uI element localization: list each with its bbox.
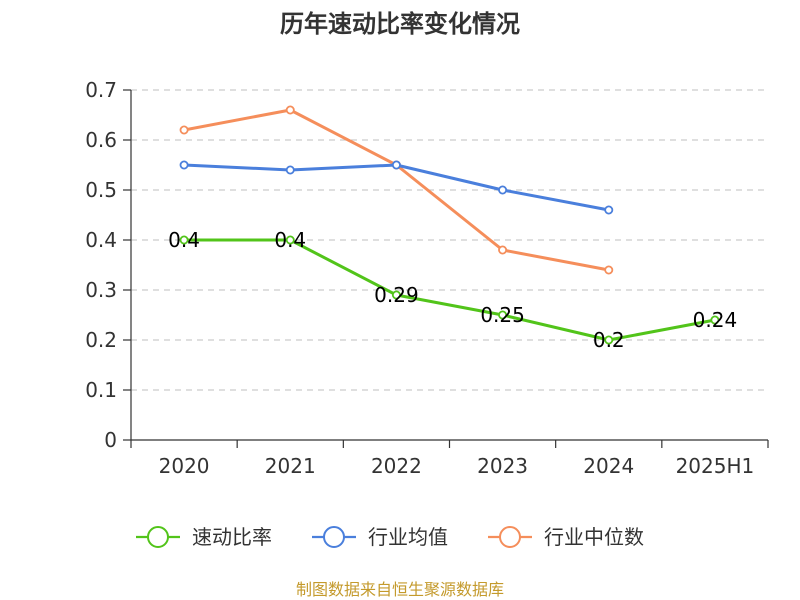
legend: 速动比率 行业均值 行业中位数	[136, 525, 644, 549]
data-label: 0.4	[274, 228, 306, 252]
data-point	[179, 160, 189, 170]
x-tick-label: 2021	[265, 454, 316, 478]
legend-label: 速动比率	[192, 525, 272, 549]
data-point	[498, 310, 508, 320]
data-label: 0.2	[593, 328, 625, 352]
x-tick-label: 2025H1	[676, 454, 755, 478]
series-lines	[179, 105, 720, 345]
y-tick-label: 0.2	[85, 328, 117, 352]
data-point	[604, 335, 614, 345]
y-tick-label: 0	[104, 428, 117, 452]
chart-title: 历年速动比率变化情况	[280, 10, 520, 38]
legend-swatch-marker	[499, 526, 521, 548]
y-tick-label: 0.4	[85, 228, 117, 252]
data-point	[179, 125, 189, 135]
x-tick-label: 2020	[159, 454, 210, 478]
x-tick-label: 2024	[583, 454, 634, 478]
legend-label: 行业均值	[368, 525, 448, 549]
legend-swatch-marker	[323, 526, 345, 548]
data-point	[391, 290, 401, 300]
y-tick-label: 0.6	[85, 128, 117, 152]
x-tick-label: 2023	[477, 454, 528, 478]
data-label: 0.29	[374, 283, 419, 307]
data-point	[710, 315, 720, 325]
y-tick-label: 0.3	[85, 278, 117, 302]
y-tick-label: 0.1	[85, 378, 117, 402]
data-label: 0.4	[168, 228, 200, 252]
series-line-0	[182, 238, 717, 342]
data-label: 0.24	[693, 308, 738, 332]
legend-label: 行业中位数	[544, 525, 644, 549]
data-labels: 0.4 0.4 0.29 0.25 0.2 0.24	[168, 228, 737, 352]
data-point	[604, 265, 614, 275]
y-tick-label: 0.7	[85, 78, 117, 102]
data-point	[179, 235, 189, 245]
axes: 0 0.1 0.2 0.3 0.4 0.5 0.6 0.7 2020 2021 2022 2023 20…	[85, 78, 769, 478]
data-point	[391, 160, 401, 170]
data-point	[285, 235, 295, 245]
data-point	[604, 205, 614, 215]
data-point	[498, 245, 508, 255]
data-point	[285, 165, 295, 175]
gridlines	[131, 89, 768, 391]
x-tick-label: 2022	[371, 454, 422, 478]
data-label: 0.25	[480, 303, 525, 327]
y-tick-label: 0.5	[85, 178, 117, 202]
data-point	[285, 105, 295, 115]
data-point	[498, 185, 508, 195]
legend-swatch-marker	[147, 526, 169, 548]
source-note: 制图数据来自恒生聚源数据库	[296, 580, 504, 599]
series-line-1	[182, 163, 611, 212]
